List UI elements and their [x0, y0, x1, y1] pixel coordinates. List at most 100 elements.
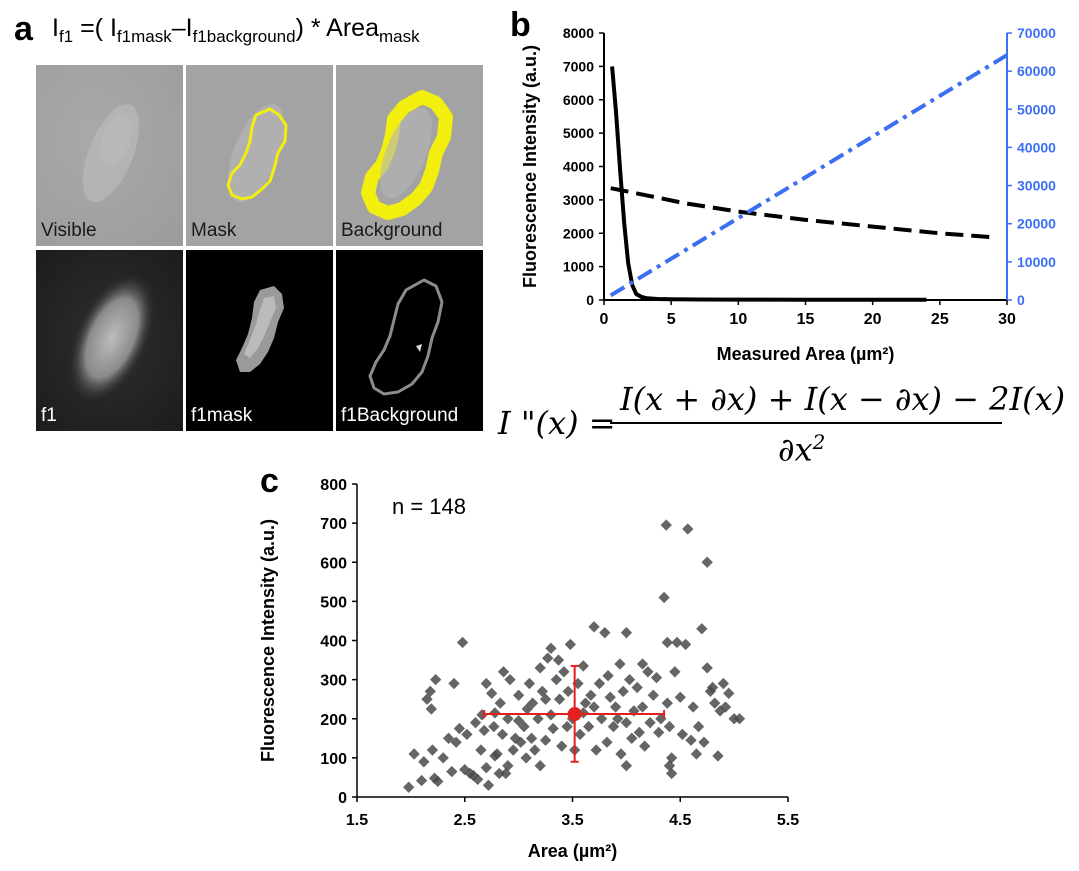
right-y-tick-label: 20000 [1017, 216, 1056, 232]
scatter-point [612, 713, 624, 725]
equation-lhs: I "(x) = [498, 404, 616, 442]
scatter-point [636, 658, 649, 670]
x-axis-label: Area (µm²) [528, 841, 617, 861]
scatter-point [491, 748, 503, 760]
scatter-point [486, 687, 498, 699]
scatter-point [609, 701, 622, 713]
tile-label-mask: Mask [191, 220, 237, 241]
scatter-point [430, 673, 442, 686]
formula-sub1: f1mask [116, 27, 172, 46]
scatter-point [665, 752, 678, 764]
y-tick-label: 100 [320, 751, 347, 768]
f1mask-image-tile: f1mask [186, 250, 333, 431]
scatter-point [653, 726, 665, 739]
scatter-point [660, 519, 672, 531]
scatter-point [663, 720, 676, 733]
equation-denominator: ∂x2 [778, 430, 825, 469]
scatter-point [585, 689, 597, 701]
background-ring-image [361, 90, 453, 220]
tile-label-visible: Visible [41, 220, 97, 241]
left-y-tick-label: 8000 [563, 25, 594, 41]
scatter-point [469, 717, 482, 729]
scatter-point [496, 728, 509, 741]
x-tick-label: 15 [797, 311, 815, 328]
scatter-point [701, 556, 713, 568]
y-tick-label: 400 [320, 634, 347, 651]
f1mask-image [236, 286, 284, 372]
scatter-point [679, 638, 692, 651]
scatter-point [561, 720, 573, 733]
panel-c-letter: c [260, 462, 279, 500]
visible-cell-image [82, 104, 140, 202]
scatter-point [583, 720, 595, 733]
x-tick-label: 25 [931, 311, 949, 328]
scatter-point [614, 658, 626, 670]
x-axis-label: Measured Area (µm²) [717, 344, 895, 364]
tile-label-f1: f1 [41, 405, 57, 426]
x-tick-label: 2.5 [454, 812, 476, 829]
scatter-point [690, 748, 703, 760]
scatter-point [523, 677, 536, 690]
scatter-point [547, 722, 559, 735]
scatter-point [526, 697, 539, 709]
scatter-point [494, 697, 506, 709]
y-tick-label: 200 [320, 712, 347, 729]
f1-fluorescence-image [68, 272, 156, 404]
formula-sub2: f1background [192, 27, 296, 46]
f1-image-tile: f1 [36, 250, 183, 431]
scatter-point [556, 740, 568, 752]
y-tick-label: 600 [320, 555, 347, 572]
left-y-tick-label: 7000 [563, 58, 594, 74]
x-tick-label: 10 [729, 311, 747, 328]
y-tick-label: 300 [320, 673, 347, 690]
scatter-point [553, 693, 566, 705]
y-tick-label: 500 [320, 594, 347, 611]
mask-image-tile: Mask [186, 65, 333, 246]
scatter-point [663, 760, 676, 772]
right-y-tick-label: 50000 [1017, 101, 1056, 117]
right-y-tick-label: 70000 [1017, 25, 1056, 41]
scatter-point [607, 720, 620, 733]
scatter-point [615, 748, 627, 760]
scatter-point [488, 720, 500, 733]
scatter-point [534, 760, 546, 772]
scatter-point [539, 734, 552, 746]
scatter-point [733, 713, 746, 725]
right-y-tick-label: 30000 [1017, 178, 1056, 194]
scatter-point [446, 765, 458, 778]
scatter-point [497, 666, 510, 678]
x-tick-label: 0 [600, 311, 609, 328]
panel-b-letter: b [510, 6, 531, 44]
left-y-tick-label: 4000 [563, 159, 594, 175]
scatter-point [450, 736, 462, 748]
equation-fraction-bar [610, 422, 1002, 424]
scatter-point [408, 748, 420, 760]
scatter-point [482, 779, 495, 791]
scatter-point [661, 636, 673, 649]
scatter-point [502, 760, 514, 772]
scatter-point [712, 750, 724, 762]
scatter-point [601, 736, 613, 748]
panel-c-scatter-chart: 0 100 200 300 400 500 600 700 800 1.5 2.5 3.5 4.5 5.5… [258, 477, 799, 861]
scatter-point [426, 744, 439, 756]
scatter-point [595, 713, 608, 725]
scatter-point [669, 666, 681, 678]
scatter-point [512, 689, 525, 701]
scatter-point [590, 744, 602, 756]
scatter-point [631, 681, 643, 694]
right-y-tick-label: 40000 [1017, 139, 1056, 155]
panel-a-letter: a [14, 10, 33, 48]
y-axis-label: Fluorescence Intensity (a.u.) [520, 45, 540, 288]
scatter-point [650, 672, 663, 684]
formula-eq-open: =( I [73, 14, 117, 42]
scatter-point [550, 673, 562, 686]
scatter-point [437, 752, 449, 764]
scatter-point [564, 638, 577, 651]
scatter-point [432, 775, 444, 788]
scatter-point [507, 744, 519, 756]
scatter-point [545, 642, 557, 654]
left-y-tick-label: 6000 [563, 92, 594, 108]
scatter-point [644, 717, 656, 729]
scatter-point [665, 767, 678, 780]
scatter-point [579, 697, 592, 709]
